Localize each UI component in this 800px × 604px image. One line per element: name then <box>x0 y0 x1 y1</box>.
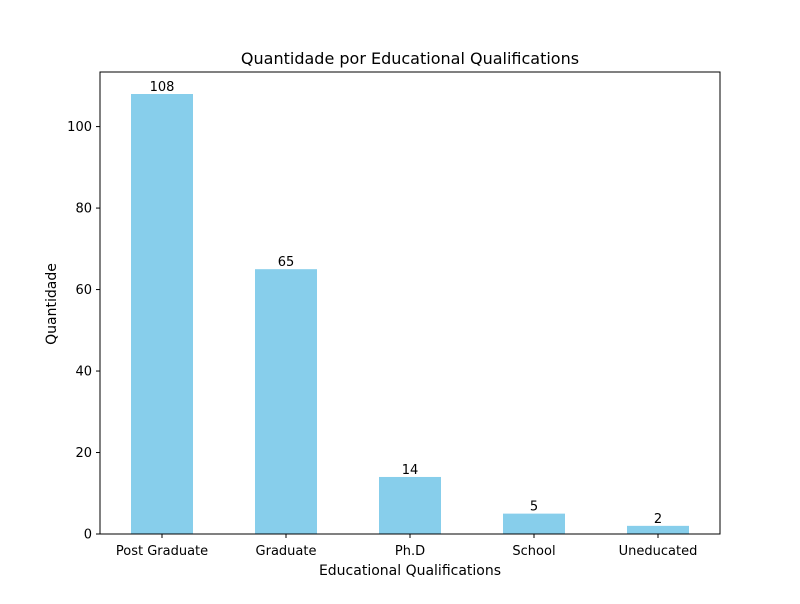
y-axis-label: Quantidade <box>44 263 60 345</box>
x-axis-label: Educational Qualifications <box>319 563 501 579</box>
data-label: 65 <box>278 255 295 270</box>
data-label: 5 <box>530 500 538 515</box>
y-tick-label: 0 <box>84 528 92 543</box>
bar-graduate <box>255 269 317 534</box>
plot-frame <box>99 71 721 535</box>
data-labels-layer: 108 65 14 5 2 <box>150 80 663 527</box>
x-tick-label: Ph.D <box>395 544 425 559</box>
bars-layer <box>131 94 689 534</box>
x-tick-label: School <box>512 544 555 559</box>
y-tick-label: 20 <box>75 446 92 461</box>
x-tick-label: Post Graduate <box>116 544 208 559</box>
data-label: 14 <box>402 463 419 478</box>
y-tick-label: 100 <box>67 120 92 135</box>
y-tick-label: 60 <box>75 283 92 298</box>
x-tick-label: Graduate <box>256 544 317 559</box>
y-tick-label: 80 <box>75 202 92 217</box>
y-tick-label: 40 <box>75 365 92 380</box>
data-label: 108 <box>150 80 175 95</box>
chart-title: Quantidade por Educational Qualification… <box>241 49 579 68</box>
bar-post-graduate <box>131 94 193 534</box>
bar-uneducated <box>627 525 689 534</box>
y-axis: 0 20 40 60 80 100 <box>67 120 100 543</box>
x-tick-label: Uneducated <box>619 544 698 559</box>
bar-school <box>503 513 565 534</box>
data-label: 2 <box>654 512 662 527</box>
x-axis: Post Graduate Graduate Ph.D School Uneducate… <box>116 534 698 559</box>
bar-ph-d <box>379 476 441 534</box>
